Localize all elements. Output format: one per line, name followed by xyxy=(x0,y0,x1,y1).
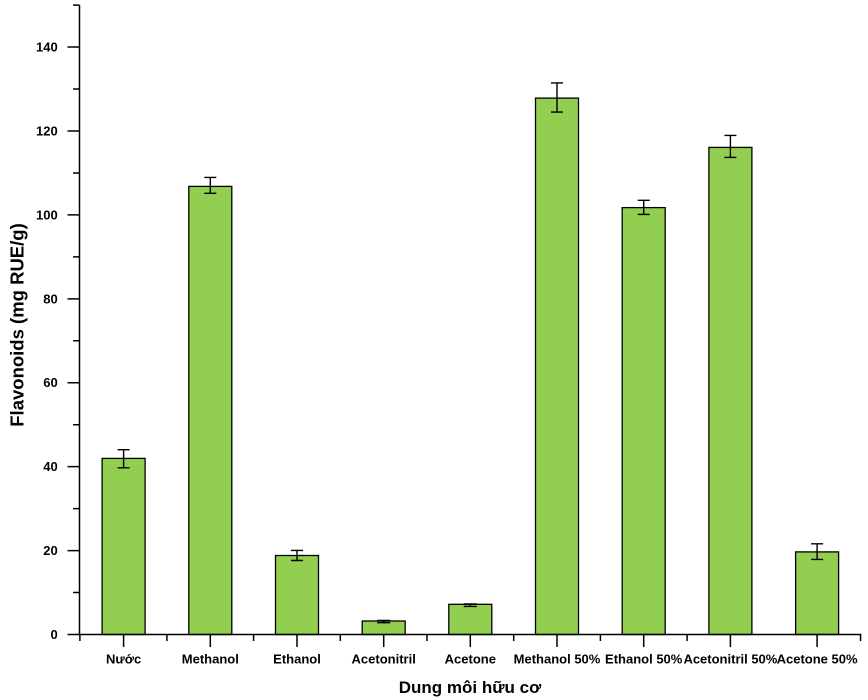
svg-text:Dung môi hữu cơ: Dung môi hữu cơ xyxy=(399,678,542,697)
svg-text:Ethanol 50%: Ethanol 50% xyxy=(605,652,683,667)
svg-text:Acetonitril: Acetonitril xyxy=(352,652,416,667)
svg-text:Acetonitril 50%: Acetonitril 50% xyxy=(683,652,777,667)
svg-text:0: 0 xyxy=(50,627,57,642)
svg-text:120: 120 xyxy=(36,124,58,139)
svg-text:Acetone 50%: Acetone 50% xyxy=(777,652,858,667)
svg-text:Acetone: Acetone xyxy=(445,652,496,667)
svg-text:40: 40 xyxy=(43,459,57,474)
svg-text:20: 20 xyxy=(43,543,57,558)
svg-text:140: 140 xyxy=(36,40,58,55)
svg-text:Methanol: Methanol xyxy=(182,652,239,667)
svg-text:Ethanol: Ethanol xyxy=(273,652,321,667)
svg-text:100: 100 xyxy=(36,207,58,222)
svg-text:Methanol 50%: Methanol 50% xyxy=(514,652,601,667)
svg-text:80: 80 xyxy=(43,291,57,306)
svg-text:Nước: Nước xyxy=(106,652,141,667)
svg-text:60: 60 xyxy=(43,375,57,390)
svg-text:Flavonoids (mg RUE/g): Flavonoids (mg RUE/g) xyxy=(7,223,28,427)
